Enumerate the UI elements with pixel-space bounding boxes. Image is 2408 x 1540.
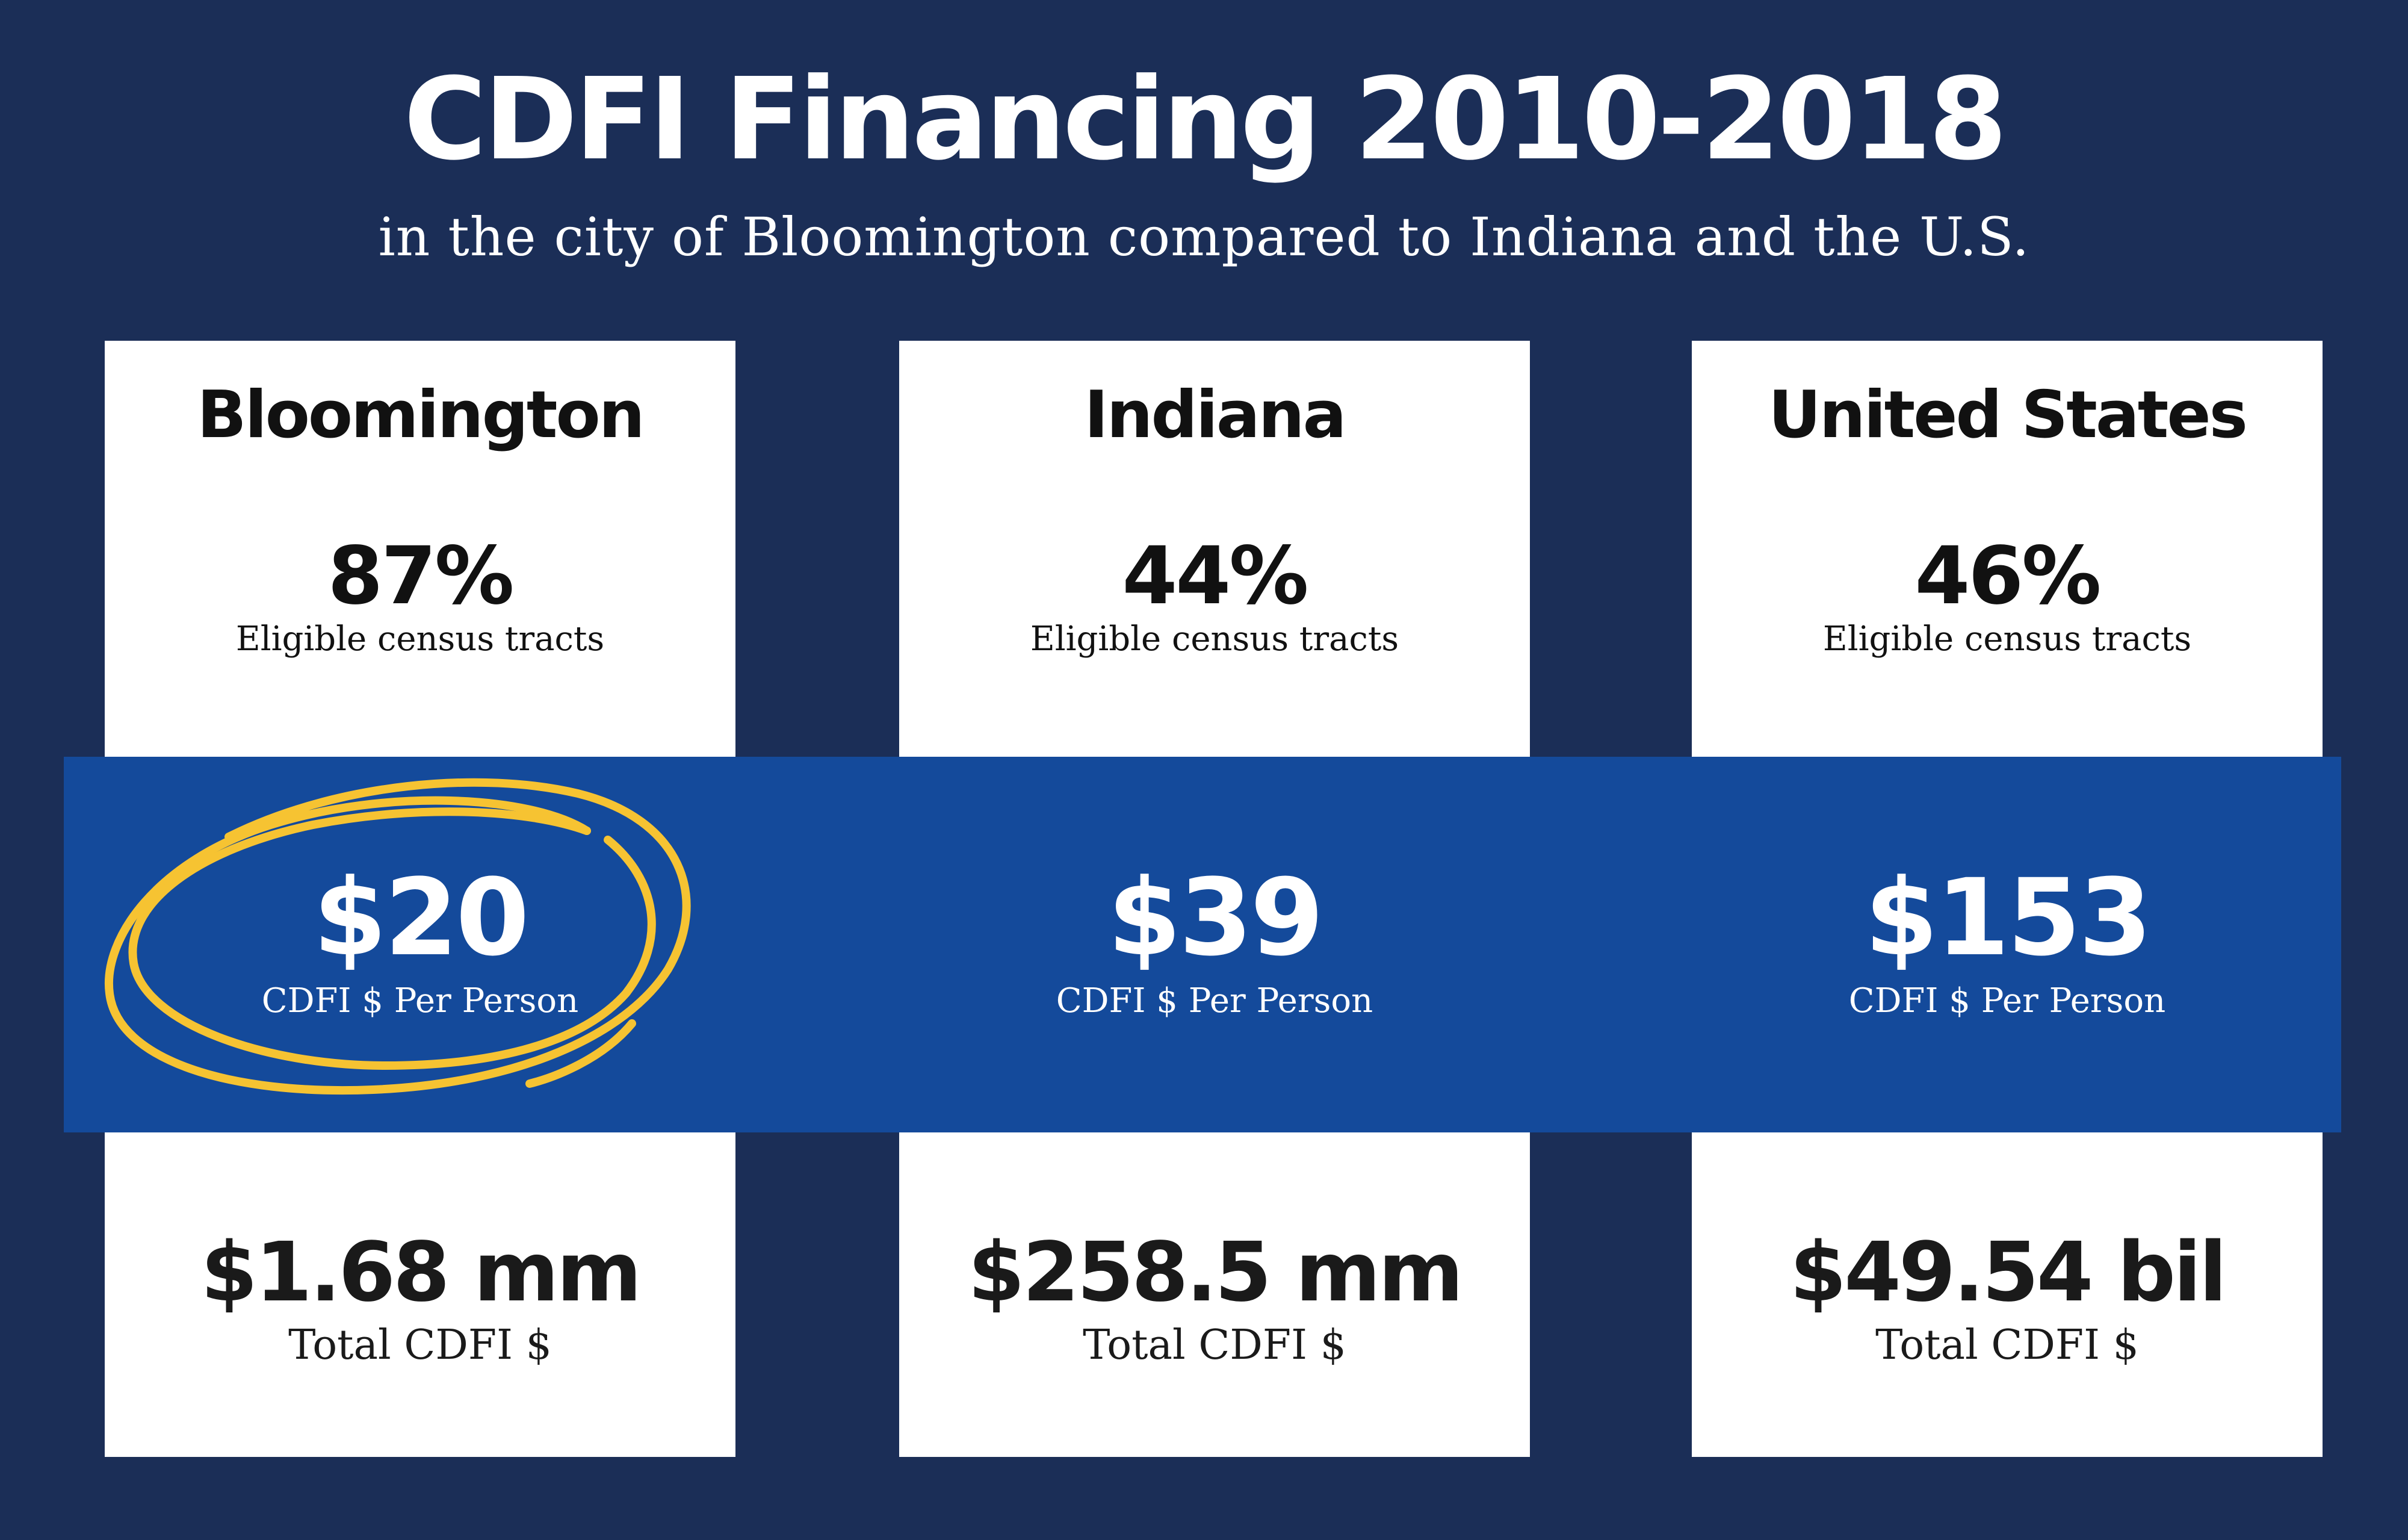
per-person-value: $39 [1107, 856, 1323, 980]
total-cdfi-value: $49.54 bil [1789, 1225, 2227, 1320]
per-person-bloomington: $20 CDFI $ Per Person [105, 865, 735, 1018]
total-cdfi-label: Total CDFI $ [288, 1321, 552, 1369]
per-person-label: CDFI $ Per Person [1056, 981, 1373, 1020]
per-person-indiana: $39 CDFI $ Per Person [899, 865, 1530, 1018]
region-name: United States [1768, 377, 2248, 453]
eligible-percent: 44% [1122, 530, 1309, 623]
per-person-band: $20 CDFI $ Per Person $39 CDFI $ Per Per… [64, 757, 2341, 1132]
per-person-label: CDFI $ Per Person [1848, 981, 2166, 1020]
region-name: Indiana [1084, 377, 1346, 453]
per-person-value: $20 [313, 856, 529, 980]
total-cdfi-value: $1.68 mm [200, 1225, 642, 1320]
per-person-label: CDFI $ Per Person [261, 981, 579, 1020]
per-person-united-states: $153 CDFI $ Per Person [1692, 865, 2323, 1018]
per-person-value: $153 [1865, 856, 2152, 980]
eligible-label: Eligible census tracts [1822, 619, 2192, 659]
page-title: CDFI Financing 2010-2018 [403, 54, 2008, 185]
total-cdfi-label: Total CDFI $ [1083, 1321, 1346, 1369]
eligible-percent: 46% [1914, 530, 2102, 623]
region-name: Bloomington [197, 377, 645, 453]
eligible-label: Eligible census tracts [235, 619, 605, 659]
total-cdfi-value: $258.5 mm [968, 1225, 1464, 1320]
eligible-label: Eligible census tracts [1030, 619, 1399, 659]
page-subtitle: in the city of Bloomington compared to I… [378, 206, 2030, 268]
total-cdfi-label: Total CDFI $ [1875, 1321, 2139, 1369]
eligible-percent: 87% [327, 530, 515, 623]
